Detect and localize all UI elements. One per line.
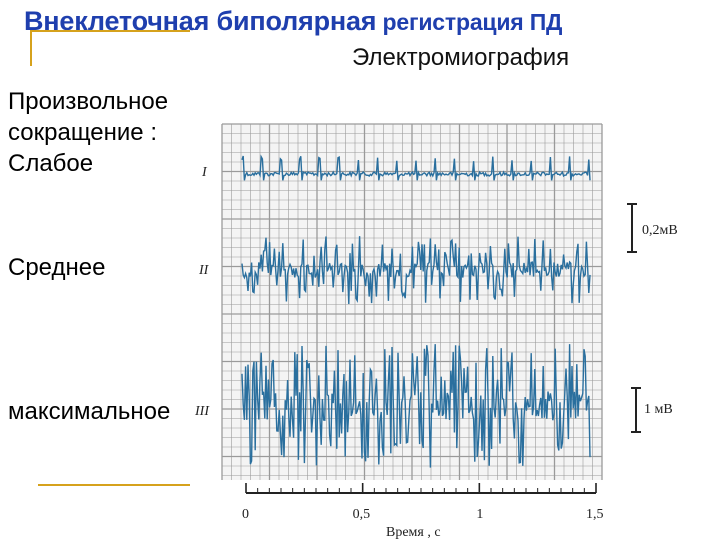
accent-line-bottom <box>38 484 190 486</box>
slide-title: Внеклеточная биполярная регистрация ПД <box>24 6 562 37</box>
x-axis-title: Время , с <box>386 525 441 540</box>
label-max: максимальное <box>8 398 171 425</box>
tick-label: 0 <box>242 507 249 522</box>
scale-label-0-2mv: 0,2мВ <box>642 223 678 238</box>
accent-bar-horizontal <box>30 30 190 32</box>
title-part2: регистрация ПД <box>376 9 563 35</box>
trace-label-II: II <box>198 263 210 278</box>
grid <box>221 123 603 480</box>
label-medium: Среднее <box>8 254 106 281</box>
emg-chart: I II III 0,2мВ 1 мВ 0 0,5 1 1,5 Время , … <box>194 123 678 540</box>
trace-label-III: III <box>194 404 210 419</box>
tick-label: 0,5 <box>353 507 371 522</box>
trace-medium <box>241 236 591 305</box>
trace-max <box>241 344 591 468</box>
scale-bar-0-2mv: 0,2мВ <box>627 203 678 253</box>
label-voluntary-weak: Произвольное сокращение : Слабое <box>8 88 169 177</box>
tick-label: 1,5 <box>586 507 604 522</box>
time-axis <box>245 483 597 494</box>
traces <box>241 154 591 468</box>
scale-label-1mv: 1 мВ <box>644 402 673 417</box>
accent-bar-vertical <box>30 30 32 66</box>
scale-bar-1mv: 1 мВ <box>631 387 673 433</box>
tick-label: 1 <box>476 507 483 522</box>
slide-subtitle: Электромиография <box>352 44 570 71</box>
trace-weak <box>241 154 591 181</box>
trace-label-I: I <box>201 165 208 180</box>
